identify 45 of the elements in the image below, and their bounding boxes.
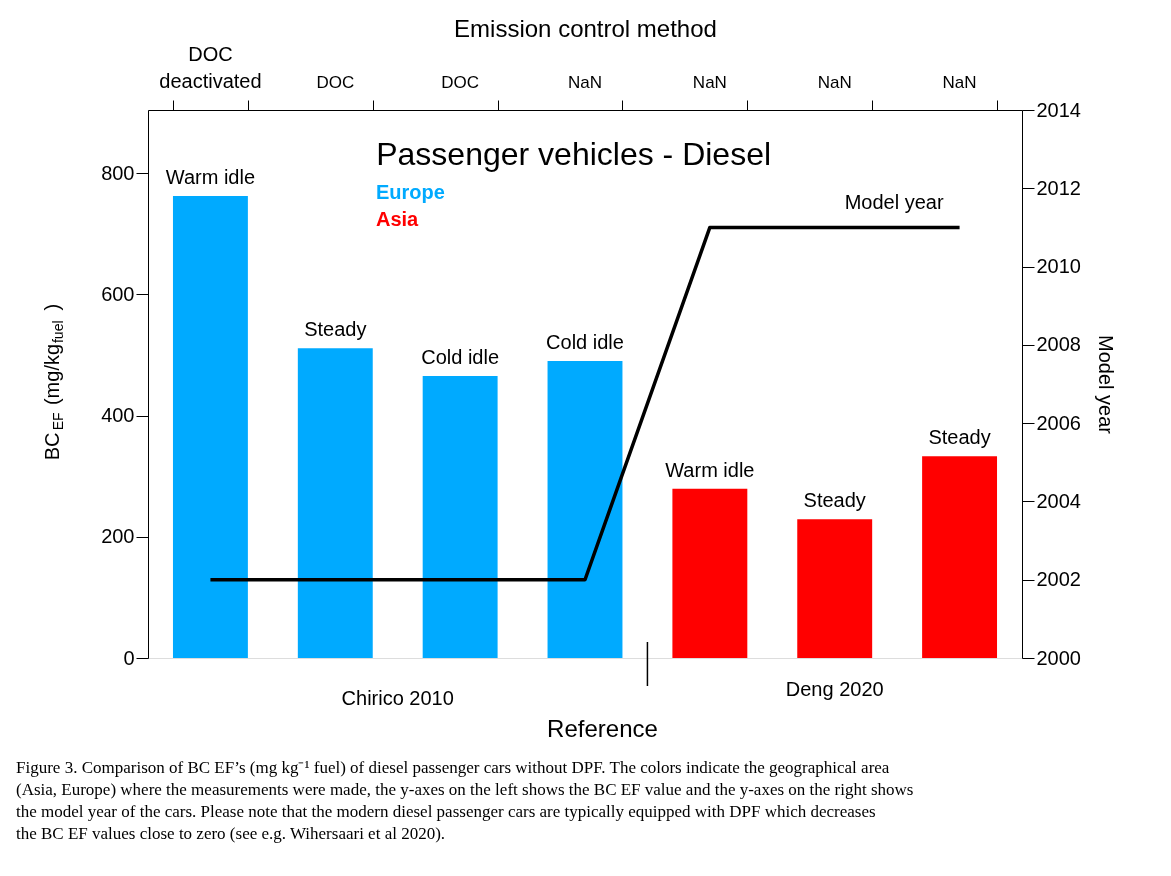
x-tick-label: NaN bbox=[817, 73, 852, 92]
x-tick-label: DOC bbox=[316, 73, 355, 92]
data-label: Warm idle bbox=[165, 166, 256, 189]
y-axis-title: BCEF (mg/kgfuel) bbox=[41, 303, 66, 461]
x-axis-title: Reference bbox=[547, 715, 658, 742]
bar bbox=[297, 348, 373, 658]
data-label: Warm idle bbox=[665, 458, 755, 481]
series-label: Model year bbox=[844, 191, 944, 214]
y2-tick-label: 2010 bbox=[1036, 255, 1081, 278]
y2-tick-label: 2008 bbox=[1036, 333, 1081, 356]
y2-tick-label: 2006 bbox=[1036, 411, 1081, 434]
x-tick-label: NaN bbox=[692, 73, 727, 92]
text: Europe bbox=[376, 181, 445, 203]
data-label: Steady bbox=[928, 426, 991, 449]
bar bbox=[172, 196, 248, 658]
x-tick-label: NaN bbox=[567, 73, 603, 92]
data-label: Cold idle bbox=[546, 330, 624, 353]
data-label: Steady bbox=[803, 489, 866, 512]
y-tick-label: 200 bbox=[101, 525, 135, 548]
y2-tick-label: 2002 bbox=[1036, 568, 1081, 591]
x-tick-label: NaN bbox=[942, 73, 977, 92]
text: Deng 2020 bbox=[785, 678, 884, 700]
x-tick-label: DOC bbox=[441, 73, 480, 92]
caption: Figure 3. Comparison of BC EF’s (mg kg⁻¹ fuel) of diesel passenger cars without DPF. The colors indicate the geographical area (Asia, Europe) where the measurements were made, the y-axes on the left shows the BC EF value and the y-axes on the right shows the model year of the cars. Please note that the modern diesel passenger cars are typically equipped with DPF which decreases the BC EF values close to zero (see e.g. Wihersaari et al 2020). bbox=[16, 758, 914, 843]
x-tick-label: DOC deactivated bbox=[159, 43, 262, 92]
y-tick-label: 0 bbox=[123, 646, 135, 669]
bar bbox=[922, 456, 998, 658]
text: Passenger vehicles - Diesel bbox=[376, 136, 772, 172]
x2-axis-title: Emission control method bbox=[454, 15, 717, 42]
text: Chirico 2010 bbox=[341, 687, 454, 709]
y2-tick-label: 2012 bbox=[1036, 176, 1081, 199]
text: Asia bbox=[376, 208, 420, 230]
y2-tick-label: 2004 bbox=[1036, 489, 1081, 512]
y-tick-label: 400 bbox=[101, 404, 135, 427]
y2-tick-label: 2014 bbox=[1036, 98, 1081, 121]
data-label: Cold idle bbox=[421, 346, 500, 369]
bar bbox=[672, 488, 748, 658]
y-tick-label: 600 bbox=[101, 282, 135, 305]
bar bbox=[547, 360, 623, 658]
y2-tick-label: 2000 bbox=[1036, 646, 1081, 669]
y-tick-label: 800 bbox=[101, 161, 135, 184]
bar bbox=[797, 519, 873, 658]
bar bbox=[422, 376, 498, 658]
data-label: Steady bbox=[304, 318, 367, 341]
y2-axis-title: Model year bbox=[1094, 335, 1117, 435]
